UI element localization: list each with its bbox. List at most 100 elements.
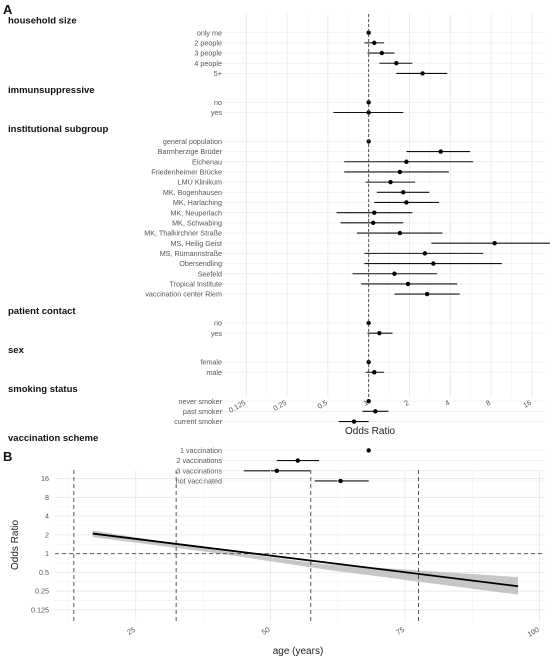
odds-ratio-point	[422, 251, 428, 256]
odds-ratio-point	[404, 200, 409, 205]
confidence-band	[92, 530, 519, 595]
x-tick-label: 25	[125, 625, 136, 637]
x-tick-label: 16	[521, 398, 532, 410]
group-label: smoking status	[8, 384, 78, 395]
forest-grid	[220, 14, 545, 482]
row-label: Friedenheimer Brücke	[151, 168, 222, 177]
x-tick-label: 50	[260, 625, 271, 637]
row-label: 2 people	[194, 38, 222, 47]
odds-ratio-point	[366, 100, 371, 105]
row-label: MK, Harlaching	[173, 198, 222, 207]
odds-ratio-point	[351, 419, 357, 424]
row-label: 4 people	[194, 59, 222, 68]
row-label: MS, Rümannstraße	[160, 249, 222, 258]
y-tick-label: 8	[45, 493, 49, 502]
row-label: MK, Bogenhausen	[163, 188, 222, 197]
x-tick-label: 0.5	[316, 398, 329, 411]
odds-ratio-point	[295, 458, 301, 463]
row-label: 2 vaccinations	[176, 456, 222, 465]
x-tick-label: 100	[526, 625, 541, 639]
odds-ratio-point	[492, 241, 497, 246]
row-label: never smoker	[178, 397, 222, 406]
group-label: institutional subgroup	[8, 124, 108, 135]
row-label: Obersendling	[179, 259, 222, 268]
y-tick-label: 2	[45, 530, 49, 539]
odds-ratio-point	[338, 478, 343, 484]
row-label: no	[214, 98, 222, 107]
odds-ratio-point	[397, 230, 403, 236]
odds-ratio-point	[366, 320, 371, 326]
odds-ratio-point	[431, 261, 436, 266]
x-tick-label: 2	[403, 398, 411, 408]
odds-ratio-point	[373, 409, 378, 414]
row-label: yes	[211, 108, 223, 117]
row-label: yes	[211, 329, 223, 338]
row-label: MK, Neuperlach	[170, 208, 222, 217]
odds-ratio-point	[366, 110, 371, 115]
row-label: vaccination center Riem	[145, 290, 222, 299]
y-tick-label: 1	[45, 549, 49, 558]
x-tick-label: 8	[484, 398, 492, 408]
panel-a-letter: A	[3, 2, 13, 17]
y-tick-label: 16	[41, 474, 49, 483]
odds-ratio-point	[366, 398, 371, 404]
row-label: no	[214, 319, 222, 328]
age-axes: 0.125 0.25 0.5 1 2 4 8 16 25 50 75 100	[31, 474, 541, 639]
odds-ratio-point	[392, 271, 397, 276]
odds-ratio-point	[397, 169, 403, 175]
row-label: general population	[163, 137, 222, 146]
odds-ratio-point	[404, 159, 409, 164]
age-x-axis-title: age (years)	[273, 646, 324, 657]
forest-x-axis: 0.125 0.25 0.5 1 2 4 8 16	[227, 398, 533, 415]
row-label: MK, Thalkirchner Straße	[144, 229, 222, 238]
row-label: Barmherzige Brüder	[158, 147, 223, 156]
group-label: household size	[8, 16, 77, 27]
row-label: LMU Klinikum	[178, 178, 222, 187]
row-label: Eichenau	[192, 157, 222, 166]
row-label: Tropical Institute	[170, 280, 222, 289]
row-label: female	[200, 358, 222, 367]
odds-ratio-point	[372, 370, 377, 375]
odds-ratio-point	[274, 468, 280, 473]
odds-ratio-point	[366, 448, 371, 453]
odds-ratio-point	[420, 71, 425, 76]
group-label: patient contact	[8, 306, 76, 317]
fitted-line	[92, 532, 519, 588]
age-marks	[55, 470, 545, 622]
row-label: MK, Schwabing	[172, 218, 222, 227]
y-tick-label: 0.5	[39, 568, 49, 577]
odds-ratio-point	[370, 220, 376, 226]
forest-marks	[243, 14, 550, 484]
odds-ratio-point	[372, 210, 377, 215]
odds-ratio-point	[372, 40, 377, 46]
row-label: 1 vaccination	[180, 446, 222, 455]
row-label: 3 vaccinations	[176, 466, 222, 475]
row-label: past smoker	[183, 407, 223, 416]
odds-ratio-point	[366, 359, 371, 365]
x-tick-label: 1	[362, 398, 370, 408]
odds-ratio-point	[394, 61, 399, 66]
odds-ratio-point	[379, 50, 385, 56]
age-y-axis-title: Odds Ratio	[10, 520, 21, 570]
y-tick-label: 4	[45, 512, 49, 521]
row-label: MS, Heilig Geist	[170, 239, 222, 248]
row-label: male	[206, 368, 222, 377]
y-tick-label: 0.25	[35, 587, 49, 596]
x-tick-label: 0.125	[227, 398, 247, 415]
row-label: only me	[197, 28, 222, 37]
odds-ratio-point	[424, 291, 430, 297]
y-tick-label: 0.125	[31, 605, 49, 614]
group-label: vaccination scheme	[8, 433, 98, 444]
group-label: sex	[8, 345, 25, 356]
x-tick-label: 0.25	[271, 398, 288, 413]
x-tick-label: 75	[395, 625, 406, 637]
forest-x-axis-title: Odds Ratio	[345, 426, 395, 437]
odds-ratio-point	[388, 179, 393, 185]
row-label: current smoker	[174, 417, 223, 426]
odds-ratio-point	[401, 190, 406, 195]
row-label: 5+	[214, 69, 222, 78]
panel-b-letter: B	[3, 449, 12, 464]
